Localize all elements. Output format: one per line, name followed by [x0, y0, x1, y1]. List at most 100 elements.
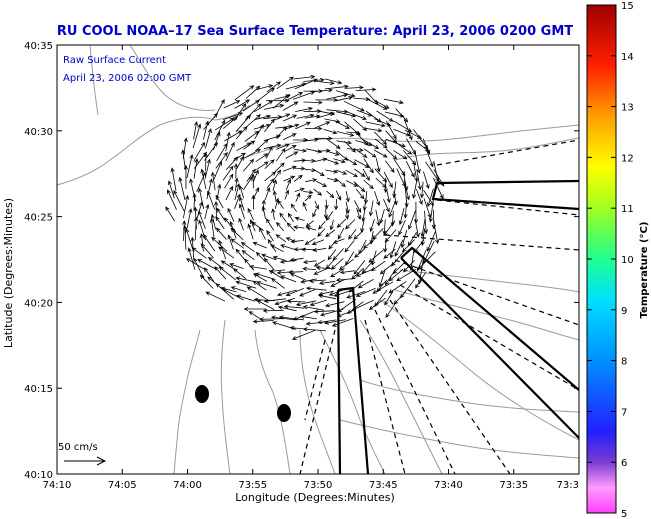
current-arrow — [326, 190, 335, 199]
current-arrow — [265, 98, 290, 103]
y-axis-ticks: 40:10 40:15 40:20 40:25 40:30 40:35 — [24, 41, 579, 481]
current-arrow — [244, 114, 261, 129]
current-arrow — [238, 217, 244, 231]
current-arrow — [254, 100, 274, 113]
current-arrow — [283, 114, 298, 122]
current-arrow — [293, 74, 316, 80]
current-arrow — [295, 192, 301, 202]
radial-dashed-line — [384, 234, 580, 251]
y-axis-label: Latitude (Degrees:Minutes) — [2, 198, 15, 348]
current-arrow — [425, 161, 440, 183]
current-arrow — [383, 98, 404, 105]
current-arrow — [206, 178, 213, 200]
colorbar-tick-label: 14 — [621, 52, 634, 63]
current-arrow — [173, 189, 185, 212]
contour-line — [319, 329, 386, 475]
current-arrow — [336, 218, 347, 228]
current-arrow — [253, 169, 259, 182]
current-arrow — [313, 309, 335, 314]
current-arrow — [199, 233, 204, 252]
current-arrow — [300, 278, 317, 284]
current-arrow — [252, 280, 267, 291]
current-arrow — [192, 192, 197, 211]
current-arrow — [266, 230, 274, 242]
scale-vector: 50 cm/s — [58, 442, 107, 466]
chart-title: RU COOL NOAA–17 Sea Surface Temperature:… — [57, 24, 573, 39]
current-arrow — [376, 110, 394, 122]
colorbar-label: Temperature (°C) — [639, 222, 650, 319]
current-arrow — [225, 131, 231, 151]
current-arrow — [256, 161, 269, 171]
current-arrow — [355, 87, 377, 92]
current-arrow — [393, 128, 411, 137]
contour-line — [173, 329, 201, 475]
current-arrow — [423, 171, 430, 190]
current-arrow — [313, 268, 328, 275]
current-arrow — [354, 200, 362, 214]
current-arrow — [222, 165, 234, 181]
current-arrow — [345, 169, 358, 178]
current-arrow — [256, 300, 275, 310]
current-arrow — [393, 150, 408, 160]
current-arrow — [336, 131, 355, 137]
current-arrow — [207, 257, 224, 270]
current-arrow — [293, 225, 305, 230]
current-arrow — [375, 209, 381, 227]
current-arrow — [259, 317, 284, 322]
current-arrow — [264, 187, 271, 201]
current-arrow — [256, 281, 278, 289]
current-arrow — [254, 123, 264, 140]
current-arrow — [272, 179, 277, 191]
contour-line — [379, 299, 580, 441]
current-arrow — [276, 143, 290, 150]
current-arrow — [385, 120, 397, 140]
current-arrow — [420, 181, 425, 199]
current-arrow — [233, 268, 247, 280]
current-arrow — [324, 78, 343, 85]
current-arrow — [264, 159, 275, 169]
current-arrow — [276, 289, 297, 297]
current-arrow — [264, 118, 275, 133]
current-arrow — [385, 301, 398, 319]
contour-line — [56, 104, 251, 186]
current-arrow — [203, 267, 215, 282]
current-arrow — [343, 100, 365, 112]
current-arrow — [266, 81, 282, 93]
radial-sector — [336, 286, 370, 475]
current-arrow — [373, 131, 387, 145]
contour-line — [339, 419, 580, 459]
current-arrow — [264, 171, 277, 182]
colorbar-tick-label: 11 — [621, 204, 634, 215]
current-arrow — [431, 209, 436, 230]
current-arrow — [240, 242, 255, 253]
current-arrow — [336, 140, 352, 145]
current-arrow — [227, 207, 235, 222]
colorbar-ticks: 5 6 7 8 9 10 11 12 13 14 15 — [587, 1, 634, 519]
current-arrow — [235, 280, 257, 289]
current-arrow — [337, 227, 345, 240]
coverage-wedges — [299, 139, 580, 475]
current-arrow — [213, 160, 222, 181]
current-arrow — [329, 219, 334, 231]
current-arrow — [335, 177, 346, 188]
current-arrow — [315, 97, 339, 103]
x-tick-label: 73:3 — [557, 480, 579, 491]
current-arrow — [259, 227, 266, 240]
current-arrow — [204, 203, 210, 220]
contour-line — [359, 379, 580, 413]
current-arrow — [225, 141, 235, 161]
current-arrow — [398, 208, 405, 226]
current-arrow — [314, 200, 319, 210]
current-arrow — [323, 128, 338, 135]
contour-line — [359, 319, 443, 475]
current-arrow — [313, 88, 334, 93]
contour-line — [89, 44, 99, 116]
current-arrow — [316, 180, 327, 187]
current-arrow — [416, 188, 423, 206]
current-arrow — [299, 314, 317, 320]
current-arrow — [214, 119, 226, 141]
current-arrow — [365, 121, 386, 128]
current-arrow — [330, 279, 345, 287]
current-arrow — [417, 259, 424, 285]
scale-label: 50 cm/s — [58, 442, 98, 453]
